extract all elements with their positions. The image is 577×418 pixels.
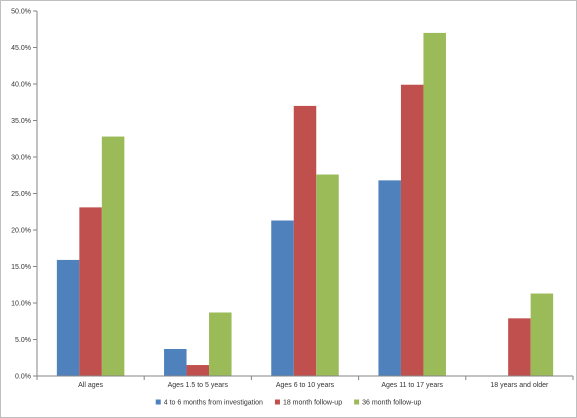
legend-item: 18 month follow-up (274, 399, 342, 407)
legend-item: 4 to 6 months from investigation (155, 399, 263, 407)
y-tick-label: 0.0% (15, 374, 31, 381)
x-category-label: 18 years and older (490, 382, 549, 389)
y-tick-label: 40.0% (11, 82, 31, 89)
x-category-label: Ages 11 to 17 years (381, 382, 443, 389)
bar (164, 348, 187, 376)
bar (56, 259, 80, 376)
legend-label: 18 month follow-up (283, 400, 342, 407)
legend-label: 4 to 6 months from investigation (164, 400, 263, 407)
y-tick-label: 35.0% (11, 118, 31, 125)
x-category-label: Ages 6 to 10 years (276, 382, 335, 389)
y-tick-label: 15.0% (11, 264, 31, 271)
bar (316, 174, 339, 376)
bar (186, 365, 210, 376)
y-axis: 0.0% 5.0% 10.0% 15.0% 20.0% 25.0% 30.0% 35.0% 40… (11, 9, 38, 381)
x-axis: All ages Ages 1.5 to 5 years Ages 6 to 10 … (36, 375, 574, 389)
bar (209, 312, 232, 376)
bar (101, 136, 125, 376)
legend: 4 to 6 months from investigation 18 month… (155, 399, 421, 407)
x-category-label: Ages 1.5 to 5 years (168, 382, 229, 389)
bars (56, 32, 554, 377)
bar (293, 105, 317, 377)
bar (530, 293, 554, 376)
y-tick-label: 45.0% (11, 45, 31, 52)
bar (423, 32, 446, 377)
legend-label: 36 month follow-up (362, 400, 421, 407)
bar (79, 207, 102, 376)
y-tick-label: 20.0% (11, 228, 31, 235)
legend-swatch (274, 399, 280, 405)
bar (400, 84, 424, 376)
bar (271, 220, 294, 376)
legend-swatch (155, 399, 161, 405)
y-tick-label: 30.0% (11, 155, 31, 162)
y-tick-label: 5.0% (15, 337, 31, 344)
bar (508, 318, 531, 376)
bar (378, 180, 401, 376)
legend-swatch (354, 399, 360, 405)
y-tick-label: 50.0% (11, 9, 31, 16)
x-category-label: All ages (78, 382, 103, 389)
y-tick-label: 10.0% (11, 301, 31, 308)
legend-item: 36 month follow-up (354, 399, 421, 407)
y-tick-label: 25.0% (11, 191, 31, 198)
